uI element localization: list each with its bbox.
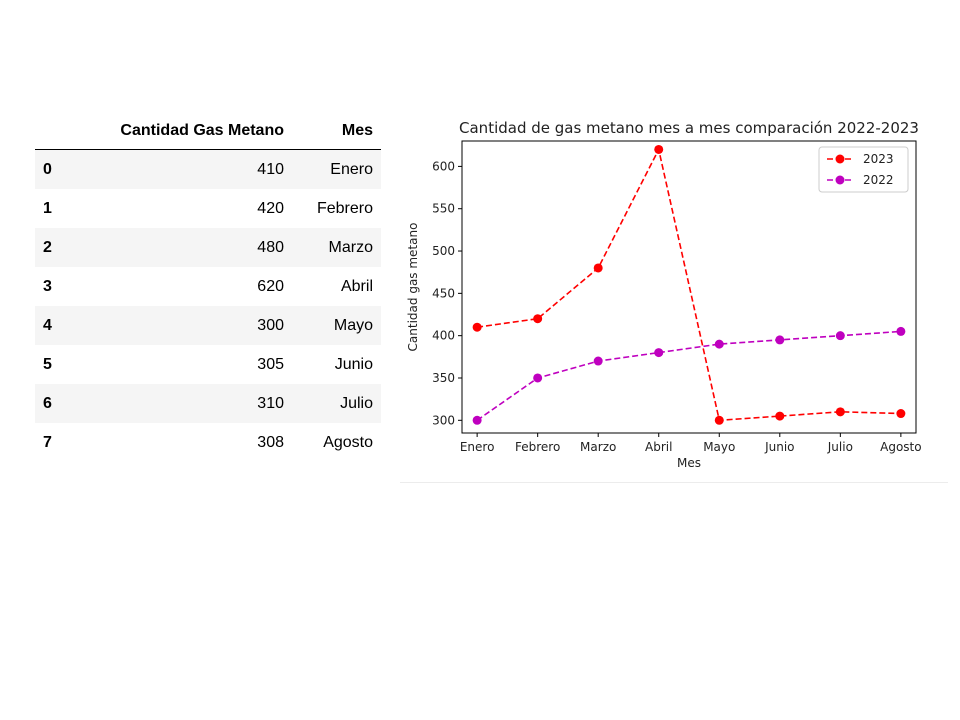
cell-mes: Mayo bbox=[333, 316, 373, 334]
cell-cantidad: 305 bbox=[257, 355, 284, 373]
row-index: 7 bbox=[43, 433, 52, 451]
row-index: 4 bbox=[43, 316, 52, 334]
data-point-2023 bbox=[896, 409, 906, 419]
data-point-2022 bbox=[714, 339, 724, 349]
x-tick-label: Junio bbox=[764, 440, 794, 454]
data-point-2022 bbox=[472, 415, 482, 425]
series-line-2023 bbox=[476, 147, 901, 422]
cell-cantidad: 420 bbox=[257, 199, 284, 217]
legend-label-2023: 2023 bbox=[863, 152, 894, 166]
table-row: 2 480 Marzo bbox=[35, 228, 381, 267]
data-point-2022 bbox=[835, 331, 845, 341]
cell-mes: Enero bbox=[330, 160, 373, 178]
x-tick-label: Julio bbox=[827, 440, 853, 454]
row-index: 3 bbox=[43, 277, 52, 295]
row-index: 5 bbox=[43, 355, 52, 373]
cell-cantidad: 300 bbox=[257, 316, 284, 334]
data-point-2022 bbox=[654, 348, 664, 358]
cell-mes: Abril bbox=[340, 277, 373, 295]
table-row: 7 308 Agosto bbox=[35, 423, 381, 462]
cell-mes: Julio bbox=[340, 394, 373, 412]
cell-mes: Febrero bbox=[316, 199, 373, 217]
data-point-2023 bbox=[714, 415, 724, 425]
y-tick-label: 300 bbox=[432, 413, 455, 427]
table-row: 6 310 Julio bbox=[35, 384, 381, 423]
x-tick-label: Abril bbox=[645, 440, 672, 454]
table-row: 1 420 Febrero bbox=[35, 189, 381, 228]
row-index: 6 bbox=[43, 394, 52, 412]
series-line-2022 bbox=[476, 330, 901, 421]
index-header bbox=[35, 112, 71, 150]
cell-cantidad: 308 bbox=[257, 433, 284, 451]
cell-cantidad: 480 bbox=[257, 238, 284, 256]
data-point-2023 bbox=[835, 407, 845, 417]
y-tick-label: 550 bbox=[432, 202, 455, 216]
divider bbox=[400, 482, 948, 483]
cell-mes: Junio bbox=[334, 355, 373, 373]
data-point-2022 bbox=[593, 356, 603, 366]
y-tick-label: 500 bbox=[432, 244, 455, 258]
legend-marker-2022 bbox=[835, 175, 845, 185]
legend-marker-2023 bbox=[835, 154, 845, 164]
y-axis-label: Cantidad gas metano bbox=[406, 223, 420, 352]
column-header-mes: Mes bbox=[292, 112, 381, 150]
table-header-row: Cantidad Gas Metano Mes bbox=[35, 112, 381, 150]
cell-mes: Marzo bbox=[328, 238, 373, 256]
y-tick-label: 350 bbox=[432, 371, 455, 385]
legend-label-2022: 2022 bbox=[863, 173, 894, 187]
y-tick-label: 600 bbox=[432, 159, 455, 173]
data-point-2023 bbox=[472, 322, 482, 332]
data-point-2023 bbox=[593, 263, 603, 273]
row-index: 0 bbox=[43, 160, 52, 178]
y-tick-label: 450 bbox=[432, 286, 455, 300]
x-tick-label: Enero bbox=[460, 440, 495, 454]
data-point-2022 bbox=[775, 335, 785, 345]
x-tick-label: Mayo bbox=[703, 440, 735, 454]
data-point-2022 bbox=[533, 373, 543, 383]
line-chart: Cantidad de gas metano mes a mes compara… bbox=[406, 119, 922, 470]
cell-cantidad: 310 bbox=[257, 394, 284, 412]
x-axis-label: Mes bbox=[677, 456, 701, 470]
data-point-2023 bbox=[775, 411, 785, 421]
cell-cantidad: 410 bbox=[257, 160, 284, 178]
row-index: 1 bbox=[43, 199, 52, 217]
table-row: 0 410 Enero bbox=[35, 149, 381, 189]
x-tick-label: Febrero bbox=[515, 440, 560, 454]
data-point-2023 bbox=[654, 144, 664, 154]
cell-cantidad: 620 bbox=[257, 277, 284, 295]
data-table: Cantidad Gas Metano Mes 0 410 Enero 1 42… bbox=[35, 112, 381, 462]
y-tick-label: 400 bbox=[432, 329, 455, 343]
table-row: 4 300 Mayo bbox=[35, 306, 381, 345]
table-row: 5 305 Junio bbox=[35, 345, 381, 384]
chart-title: Cantidad de gas metano mes a mes compara… bbox=[459, 119, 919, 137]
x-tick-label: Marzo bbox=[580, 440, 616, 454]
row-index: 2 bbox=[43, 238, 52, 256]
column-header-cantidad: Cantidad Gas Metano bbox=[71, 112, 292, 150]
cell-mes: Agosto bbox=[323, 433, 373, 451]
x-tick-label: Agosto bbox=[880, 440, 921, 454]
table-row: 3 620 Abril bbox=[35, 267, 381, 306]
data-point-2022 bbox=[896, 326, 906, 336]
data-point-2023 bbox=[533, 314, 543, 324]
